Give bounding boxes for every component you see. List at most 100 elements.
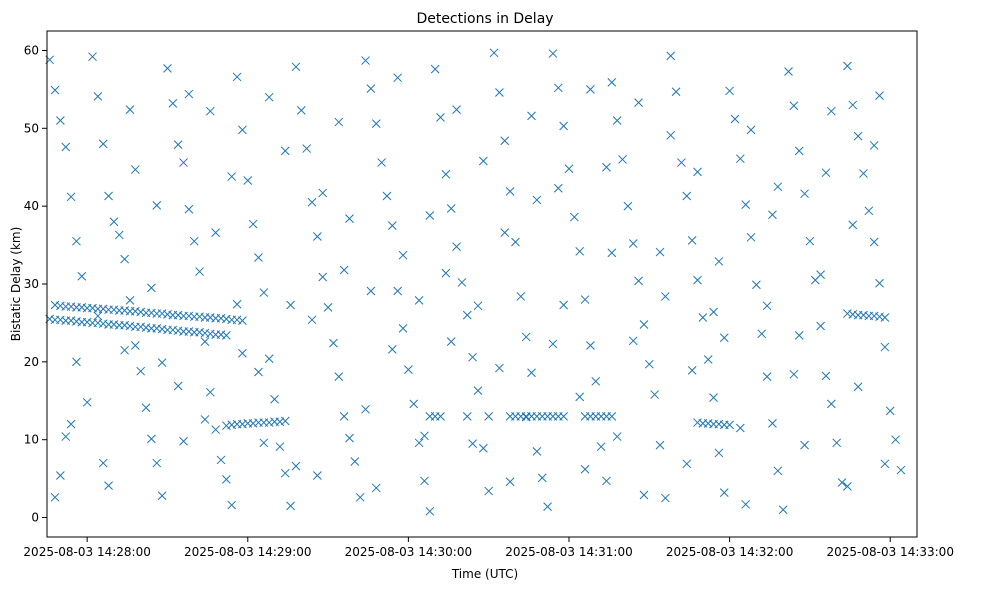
- data-point: [612, 432, 622, 441]
- data-point: [532, 195, 542, 205]
- data-point: [553, 83, 563, 93]
- y-tick-label: 0: [31, 511, 39, 525]
- data-point: [307, 315, 317, 325]
- data-point: [735, 423, 745, 433]
- data-point: [885, 406, 895, 416]
- data-point: [773, 466, 783, 476]
- data-point: [264, 92, 274, 102]
- data-point: [789, 369, 799, 379]
- data-point: [109, 320, 119, 329]
- data-point: [248, 418, 258, 428]
- y-tick-label: 20: [24, 355, 39, 369]
- data-point: [650, 390, 660, 399]
- data-point: [157, 324, 167, 334]
- data-point: [393, 286, 403, 296]
- data-point: [800, 440, 809, 450]
- data-point: [703, 355, 713, 364]
- data-point: [489, 48, 499, 58]
- data-point: [120, 345, 129, 355]
- data-point: [816, 321, 825, 331]
- data-point: [286, 501, 295, 511]
- data-point: [452, 105, 461, 114]
- data-point: [505, 477, 515, 487]
- data-point: [462, 411, 472, 421]
- data-point: [586, 85, 595, 94]
- data-point: [693, 275, 702, 285]
- data-point: [222, 314, 231, 324]
- data-point: [264, 418, 274, 427]
- series-cluster_right_12km: [693, 418, 734, 430]
- data-point: [420, 431, 429, 441]
- data-point: [655, 247, 665, 257]
- data-point: [639, 320, 649, 329]
- data-point: [173, 140, 183, 150]
- data-point: [157, 358, 167, 367]
- data-point: [441, 169, 451, 179]
- data-point: [248, 219, 258, 229]
- data-point: [468, 352, 477, 362]
- data-point: [366, 84, 376, 93]
- data-point: [216, 455, 226, 465]
- data-point: [821, 168, 831, 178]
- data-point: [602, 476, 611, 486]
- data-point: [661, 292, 670, 301]
- data-point: [880, 459, 890, 469]
- data-point: [195, 267, 204, 276]
- data-point: [200, 337, 210, 346]
- data-point: [623, 201, 633, 211]
- data-point: [50, 300, 60, 310]
- data-point: [173, 326, 183, 336]
- data-point: [521, 332, 531, 342]
- data-point: [339, 411, 349, 421]
- data-point: [72, 357, 81, 367]
- data-point: [661, 493, 670, 503]
- data-point: [382, 191, 392, 201]
- data-point: [280, 416, 290, 426]
- data-point: [478, 156, 488, 166]
- data-point: [345, 433, 354, 443]
- data-point: [575, 392, 585, 402]
- data-point: [880, 342, 890, 352]
- y-tick-label: 10: [24, 433, 39, 447]
- data-point: [773, 182, 783, 192]
- data-point: [205, 387, 215, 397]
- data-point: [864, 206, 874, 216]
- data-point: [307, 197, 317, 207]
- data-point: [462, 310, 472, 320]
- data-point: [719, 488, 729, 497]
- data-point: [682, 459, 692, 469]
- data-point: [671, 87, 681, 97]
- data-point: [238, 348, 247, 358]
- data-point: [313, 471, 322, 480]
- data-point: [366, 286, 376, 296]
- data-point: [152, 458, 162, 468]
- data-point: [152, 324, 162, 333]
- data-point: [875, 312, 884, 322]
- data-point: [693, 167, 702, 177]
- data-point: [425, 211, 435, 220]
- data-point: [66, 316, 76, 325]
- data-point: [141, 403, 151, 413]
- data-point: [853, 131, 863, 141]
- data-point: [147, 308, 156, 318]
- series-cluster_13km: [425, 411, 617, 421]
- data-point: [698, 313, 708, 322]
- x-tick-label: 2025-08-03 14:30:00: [345, 545, 472, 559]
- data-point: [800, 189, 809, 199]
- data-point: [168, 325, 178, 335]
- data-point: [72, 236, 81, 246]
- data-point: [195, 312, 204, 322]
- data-point: [644, 359, 654, 369]
- data-point: [61, 432, 71, 441]
- data-point: [559, 411, 568, 421]
- data-point: [227, 420, 237, 430]
- data-point: [768, 210, 777, 220]
- data-point: [452, 242, 461, 251]
- y-tick-label: 30: [24, 277, 39, 291]
- data-point: [794, 331, 804, 340]
- data-point: [163, 64, 172, 73]
- y-tick-label: 60: [24, 43, 39, 57]
- data-point: [714, 448, 724, 458]
- data-point: [109, 305, 119, 315]
- data-point: [821, 371, 831, 381]
